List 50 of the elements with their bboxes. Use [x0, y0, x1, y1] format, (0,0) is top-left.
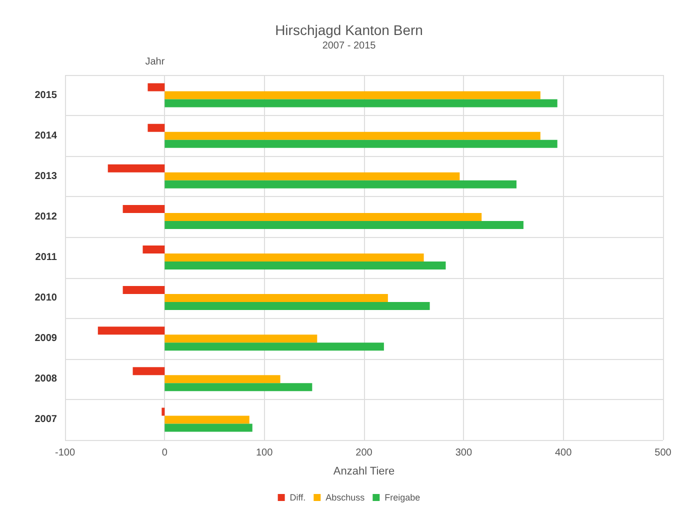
y-tick-label: 2008 — [34, 374, 58, 385]
x-tick-label: 0 — [162, 448, 168, 458]
bar — [164, 262, 446, 270]
x-tick-label: -100 — [54, 448, 76, 458]
legend-label: Freigabe — [384, 492, 420, 502]
bar — [132, 367, 165, 376]
bar — [164, 180, 516, 188]
bar — [164, 424, 252, 432]
x-tick-label: 100 — [256, 448, 274, 458]
legend-label: Abschuss — [326, 492, 366, 502]
bar — [164, 99, 558, 108]
bar — [164, 294, 388, 302]
x-tick-label: 200 — [356, 448, 373, 458]
bar — [164, 220, 524, 229]
y-tick-label: 2011 — [35, 252, 58, 263]
y-axis-title: Jahr — [145, 56, 166, 68]
bar — [164, 132, 540, 140]
bar — [148, 83, 165, 92]
x-tick-label: 500 — [654, 448, 672, 458]
y-tick-label: 2013 — [34, 170, 58, 182]
bar — [108, 164, 165, 172]
bar — [164, 416, 250, 424]
legend-label: Diff. — [290, 492, 306, 502]
bar — [148, 124, 165, 132]
bar — [164, 172, 460, 180]
bar — [164, 375, 280, 384]
x-axis-title: Anzahl Tiere — [333, 466, 395, 478]
y-tick-label: 2007 — [34, 414, 58, 426]
bar — [164, 342, 384, 351]
x-tick-label: 400 — [554, 448, 572, 458]
bar — [98, 326, 165, 335]
bar — [164, 334, 318, 343]
chart-title: Hirschjagd Kanton Bern — [275, 22, 423, 38]
y-tick-label: 2009 — [34, 333, 58, 344]
bar — [164, 91, 540, 100]
y-tick-label: 2012 — [34, 211, 58, 222]
bar — [122, 286, 165, 294]
chart-subtitle: 2007 - 2015 — [322, 40, 376, 52]
x-tick-label: 300 — [455, 448, 472, 458]
bar — [164, 302, 430, 310]
bar — [164, 254, 424, 262]
y-tick-label: 2014 — [34, 130, 58, 142]
bar — [142, 246, 165, 254]
bar — [122, 204, 165, 213]
y-tick-label: 2010 — [34, 292, 58, 304]
bar — [164, 140, 558, 148]
y-tick-label: 2015 — [34, 90, 58, 101]
bar — [164, 212, 482, 221]
bar — [164, 383, 312, 392]
bar — [162, 408, 165, 416]
